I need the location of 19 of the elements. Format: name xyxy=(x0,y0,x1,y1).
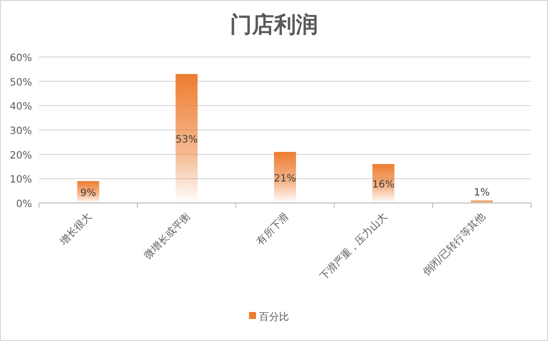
chart-title: 门店利润 xyxy=(230,12,318,38)
data-label: 16% xyxy=(372,180,395,191)
legend-label: 百分比 xyxy=(259,311,289,323)
data-label: 53% xyxy=(175,134,198,146)
x-tick-label: 有所下滑 xyxy=(254,210,292,248)
data-label: 1% xyxy=(474,188,490,199)
y-tick-label: 60% xyxy=(10,53,32,64)
y-tick-label: 30% xyxy=(10,126,32,137)
x-tick-label: 下滑严重，压力山大 xyxy=(317,210,390,283)
data-label: 9% xyxy=(80,188,96,200)
x-tick-label: 增长很大 xyxy=(56,210,94,248)
data-label: 21% xyxy=(274,173,296,184)
x-tick-label: 倒闭/已转行等其他 xyxy=(420,210,488,278)
y-tick-label: 40% xyxy=(10,102,32,113)
y-tick-label: 0% xyxy=(16,199,32,210)
x-tick-label: 微增长或平衡 xyxy=(142,210,193,262)
y-tick-label: 50% xyxy=(10,77,32,88)
y-tick-label: 10% xyxy=(10,174,32,186)
y-tick-label: 20% xyxy=(10,150,32,162)
